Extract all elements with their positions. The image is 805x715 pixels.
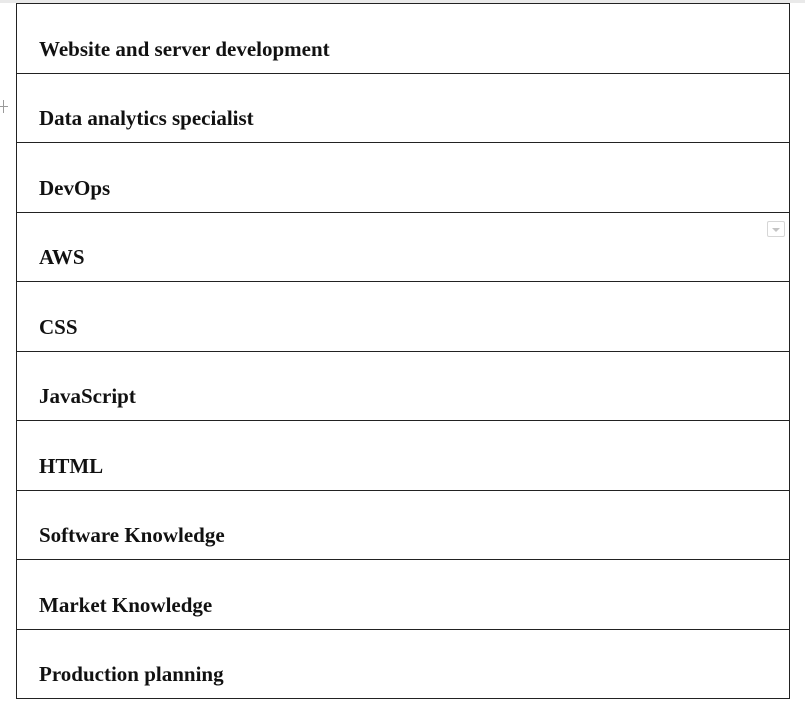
table-row: Production planning	[16, 628, 790, 699]
skill-cell[interactable]: AWS	[16, 211, 790, 282]
skill-cell[interactable]: Software Knowledge	[16, 489, 790, 560]
skill-label: HTML	[39, 453, 104, 478]
table-row: CSS	[16, 281, 790, 352]
skill-label: JavaScript	[39, 384, 136, 408]
skill-label: Software Knowledge	[39, 523, 225, 547]
skill-label: DevOps	[39, 175, 111, 200]
skill-cell[interactable]: Data analytics specialist	[16, 72, 790, 143]
skill-label: Market Knowledge	[39, 592, 213, 617]
skill-cell[interactable]: HTML	[16, 420, 790, 491]
skill-label: Website and server development	[39, 36, 330, 61]
skill-cell[interactable]: Production planning	[16, 628, 790, 699]
skill-label: AWS	[39, 245, 85, 269]
add-row-handle-icon[interactable]	[0, 100, 9, 114]
top-shade	[0, 0, 805, 3]
table-row: Market Knowledge	[16, 559, 790, 630]
table-row: DevOps	[16, 142, 790, 213]
table-row: JavaScript	[16, 350, 790, 421]
skill-cell[interactable]: Market Knowledge	[16, 559, 790, 630]
table-row: AWS	[16, 211, 790, 282]
skill-cell[interactable]: Website and server development	[16, 3, 790, 74]
table-row: Software Knowledge	[16, 489, 790, 560]
skills-table: Website and server development Data anal…	[16, 3, 790, 699]
skill-cell[interactable]: CSS	[16, 281, 790, 352]
skill-label: Production planning	[39, 662, 224, 686]
dropdown-arrow-icon[interactable]	[767, 221, 785, 237]
skill-label: CSS	[39, 314, 78, 339]
table-row: Website and server development	[16, 3, 790, 74]
table-row: Data analytics specialist	[16, 72, 790, 143]
skill-cell[interactable]: JavaScript	[16, 350, 790, 421]
skill-label: Data analytics specialist	[39, 106, 254, 130]
table-row: HTML	[16, 420, 790, 491]
skill-cell[interactable]: DevOps	[16, 142, 790, 213]
